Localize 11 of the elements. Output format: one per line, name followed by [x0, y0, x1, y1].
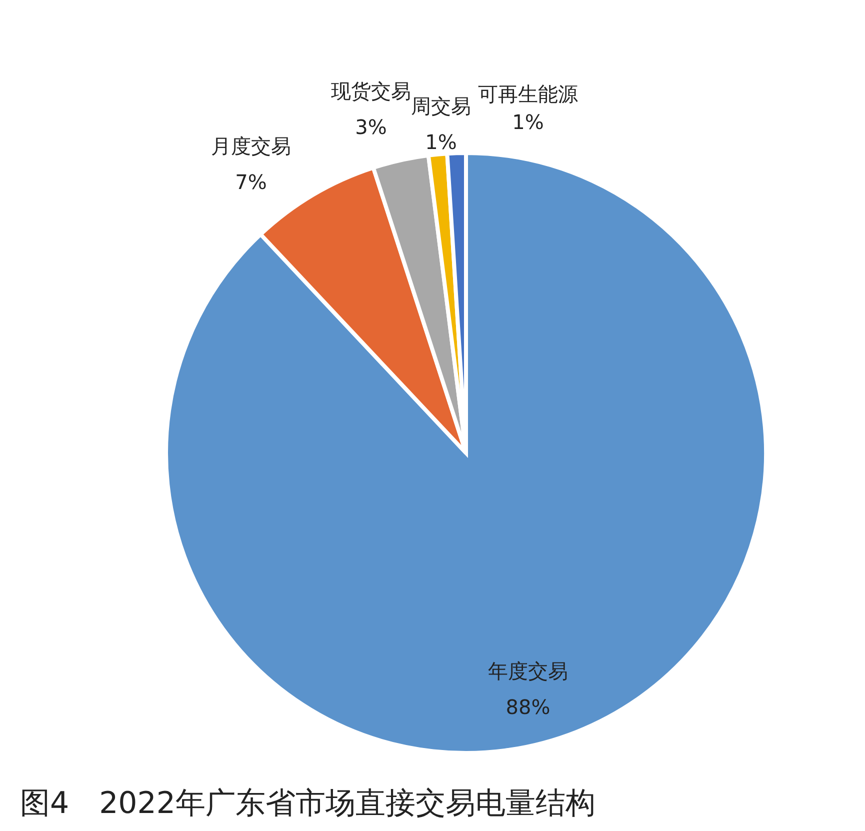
slice-label: 周交易 [411, 94, 471, 118]
slice-label: 现货交易 [331, 79, 411, 103]
data-label: 3% [355, 115, 387, 139]
data-label: 88% [506, 695, 550, 719]
slice-label: 年度交易 [488, 659, 568, 683]
slice-label: 可再生能源 [478, 82, 578, 106]
slice-label: 月度交易 [211, 134, 291, 158]
text: 图4 2022年广东省市场直接交易电量结构 [20, 785, 596, 823]
data-label: 1% [425, 130, 457, 154]
data-label: 1% [512, 110, 544, 134]
data-label: 7% [235, 170, 267, 194]
